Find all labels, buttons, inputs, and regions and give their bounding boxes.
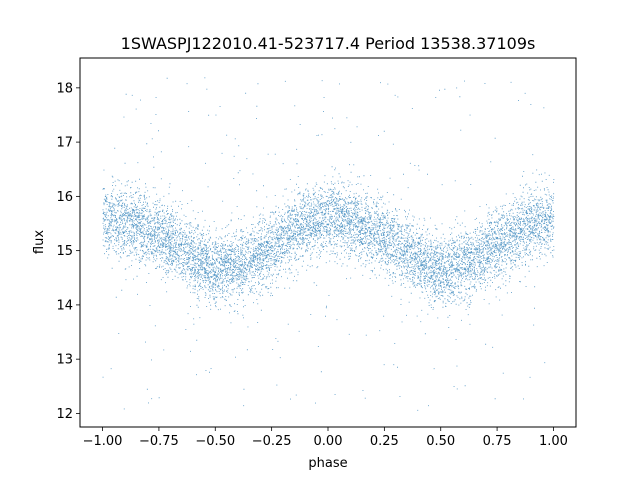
x-tick-label: 0.00 [314, 434, 343, 449]
scatter-points-series-1 [102, 77, 555, 411]
x-tick-label: 1.00 [539, 434, 568, 449]
y-tick-label: 15 [56, 244, 73, 259]
y-axis-label: flux [32, 230, 47, 254]
x-tick-label: 0.25 [370, 434, 399, 449]
x-tick-label: 0.75 [483, 434, 512, 449]
x-axis-ticks: −1.00 −0.75 −0.50 −0.25 0.00 0.25 0.50 0.75 1.00 [83, 427, 568, 449]
x-tick-label: −0.50 [195, 434, 235, 449]
x-tick-label: −0.75 [139, 434, 179, 449]
y-axis-ticks: 12 13 14 15 16 17 18 [56, 81, 80, 422]
y-tick-label: 17 [56, 136, 73, 151]
y-tick-label: 14 [56, 298, 73, 313]
y-tick-label: 12 [56, 407, 73, 422]
x-tick-label: −0.25 [252, 434, 292, 449]
y-tick-label: 13 [56, 353, 73, 368]
y-tick-label: 18 [56, 81, 73, 96]
x-tick-label: −1.00 [83, 434, 123, 449]
y-tick-label: 16 [56, 190, 73, 205]
x-tick-label: 0.50 [426, 434, 455, 449]
x-axis-label: phase [308, 456, 347, 471]
chart-title: 1SWASPJ122010.41-523717.4 Period 13538.3… [121, 34, 536, 53]
data-points [102, 77, 555, 411]
